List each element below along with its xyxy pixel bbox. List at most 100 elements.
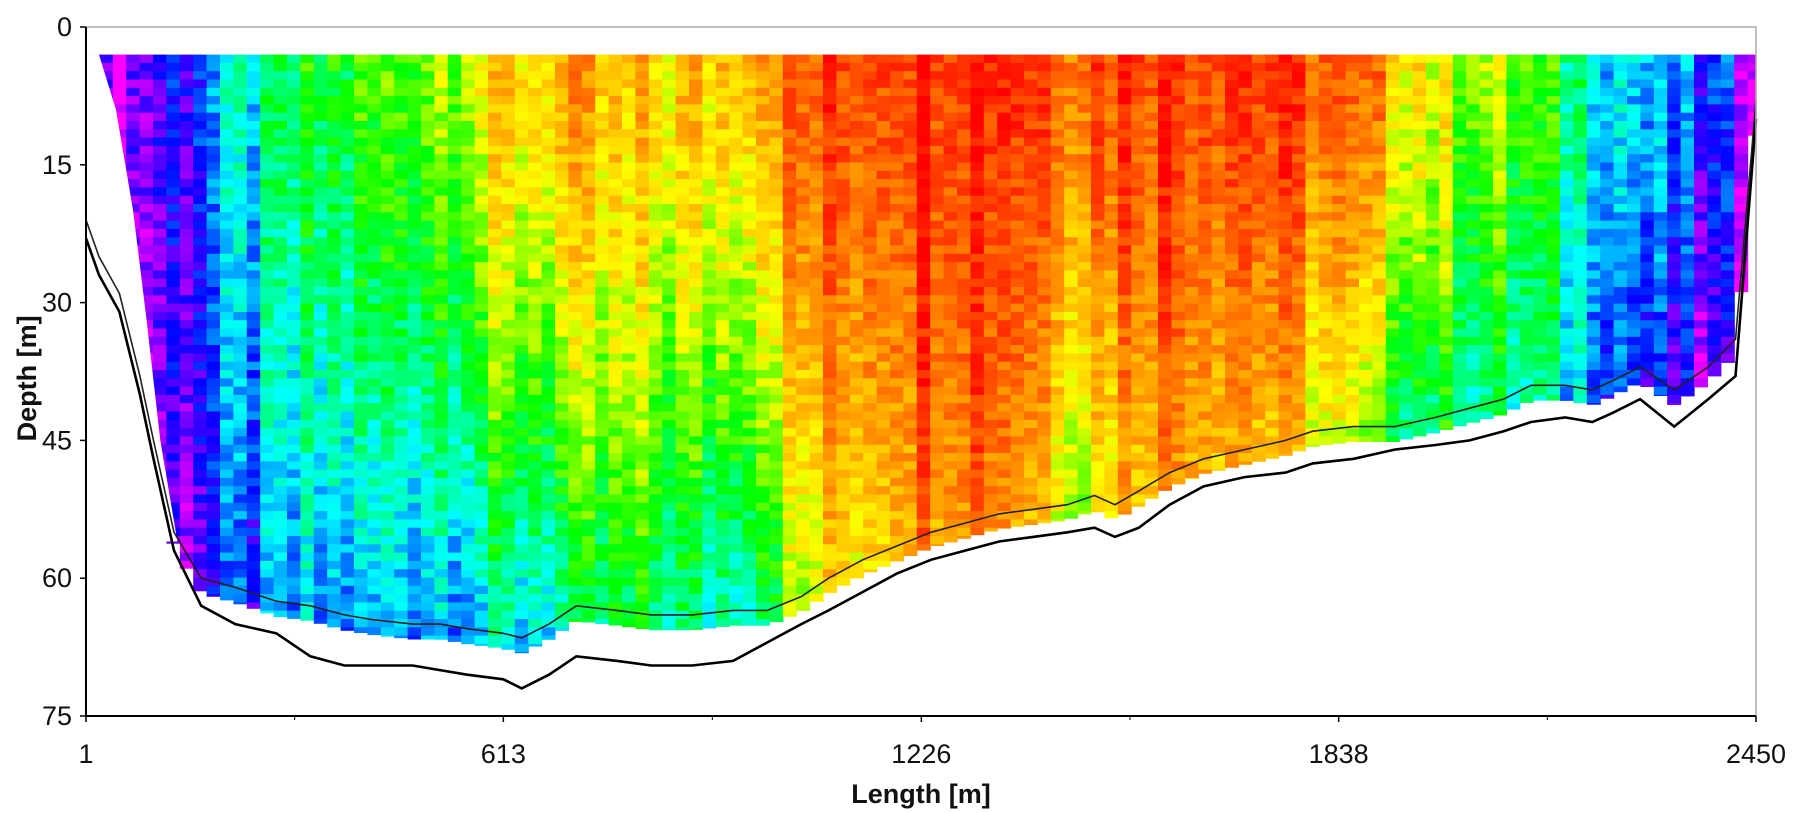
heatmap-cell [970, 179, 985, 188]
heatmap-cell [702, 394, 717, 404]
heatmap-cell [434, 486, 449, 496]
heatmap-cell [782, 610, 797, 617]
heatmap-cell [206, 228, 221, 238]
heatmap-cell [367, 411, 382, 421]
heatmap-cell [488, 353, 502, 363]
heatmap-cell [997, 245, 1012, 255]
heatmap-cell [1037, 245, 1052, 255]
heatmap-cell [179, 295, 194, 305]
heatmap-cell [983, 403, 998, 413]
heatmap-cell [957, 96, 971, 105]
heatmap-cell [756, 502, 770, 512]
heatmap-cell [662, 353, 677, 363]
heatmap-cell [99, 54, 114, 64]
heatmap-cell [394, 154, 409, 164]
heatmap-cell [983, 187, 998, 197]
heatmap-cell [273, 428, 288, 437]
heatmap-cell [139, 212, 154, 222]
heatmap-cell [1024, 328, 1038, 338]
heatmap-cell [488, 552, 502, 562]
heatmap-cell [179, 453, 194, 462]
heatmap-cell [943, 145, 958, 155]
heatmap-cell [367, 328, 382, 338]
heatmap-cell [220, 386, 234, 396]
heatmap-cell [903, 62, 918, 72]
heatmap-cell [689, 195, 703, 205]
heatmap-cell [581, 469, 596, 479]
heatmap-cell [501, 162, 516, 172]
heatmap-cell [528, 585, 543, 595]
heatmap-cell [407, 585, 422, 595]
heatmap-cell [287, 311, 301, 321]
heatmap-cell [555, 602, 569, 612]
heatmap-cell [514, 453, 529, 462]
heatmap-cell [689, 602, 703, 612]
heatmap-cell [273, 345, 288, 354]
heatmap-cell [890, 428, 904, 437]
heatmap-cell [501, 336, 516, 346]
heatmap-cell [943, 370, 958, 379]
heatmap-cell [233, 361, 248, 371]
heatmap-cell [715, 112, 730, 122]
heatmap-cell [300, 511, 315, 520]
heatmap-cell [715, 212, 730, 222]
heatmap-cell [139, 228, 154, 238]
heatmap-cell [287, 602, 301, 612]
heatmap-cell [742, 428, 757, 437]
heatmap-cell [434, 370, 449, 379]
heatmap-cell [394, 112, 409, 122]
heatmap-cell [635, 511, 650, 520]
heatmap-cell [782, 428, 797, 437]
heatmap-cell [126, 162, 141, 172]
heatmap-cell [421, 502, 435, 512]
heatmap-cell [1131, 204, 1146, 213]
heatmap-cell [957, 328, 971, 338]
heatmap-cell [273, 270, 288, 280]
heatmap-cell [514, 137, 529, 147]
heatmap-cell [340, 511, 355, 520]
heatmap-cell [220, 278, 234, 288]
heatmap-cell [1104, 129, 1119, 139]
heatmap-cell [501, 87, 516, 97]
heatmap-cell [729, 469, 744, 479]
heatmap-cell [689, 345, 703, 354]
heatmap-cell [313, 87, 328, 97]
heatmap-cell [501, 502, 516, 512]
heatmap-cell [863, 428, 878, 437]
heatmap-cell [233, 552, 248, 562]
heatmap-cell [742, 502, 757, 512]
heatmap-cell [206, 411, 221, 421]
heatmap-cell [916, 453, 931, 462]
heatmap-cell [997, 237, 1012, 247]
heatmap-cell [340, 204, 355, 213]
heatmap-cell [407, 96, 422, 105]
heatmap-cell [1077, 328, 1092, 338]
heatmap-cell [233, 353, 248, 363]
heatmap-cell [890, 54, 904, 64]
heatmap-cell [957, 162, 971, 172]
heatmap-cell [1117, 71, 1132, 81]
heatmap-cell [1131, 311, 1146, 321]
heatmap-cell [1117, 129, 1132, 139]
heatmap-cell [220, 511, 234, 520]
heatmap-cell [380, 519, 395, 529]
heatmap-cell [501, 228, 516, 238]
heatmap-cell [863, 444, 878, 454]
heatmap-cell [153, 270, 167, 280]
heatmap-cell [702, 62, 717, 72]
heatmap-cell [327, 428, 342, 437]
heatmap-cell [541, 594, 556, 603]
heatmap-cell [849, 544, 864, 554]
heatmap-cell [421, 370, 435, 379]
heatmap-cell [943, 170, 958, 180]
heatmap-cell [447, 594, 462, 603]
heatmap-cell [1091, 228, 1105, 238]
heatmap-cell [1024, 154, 1038, 164]
heatmap-cell [407, 486, 422, 496]
heatmap-cell [662, 552, 677, 562]
heatmap-cell [648, 295, 663, 305]
heatmap-cell [970, 54, 985, 64]
heatmap-cell [367, 54, 382, 64]
heatmap-cell [380, 594, 395, 603]
heatmap-cell [729, 237, 744, 247]
